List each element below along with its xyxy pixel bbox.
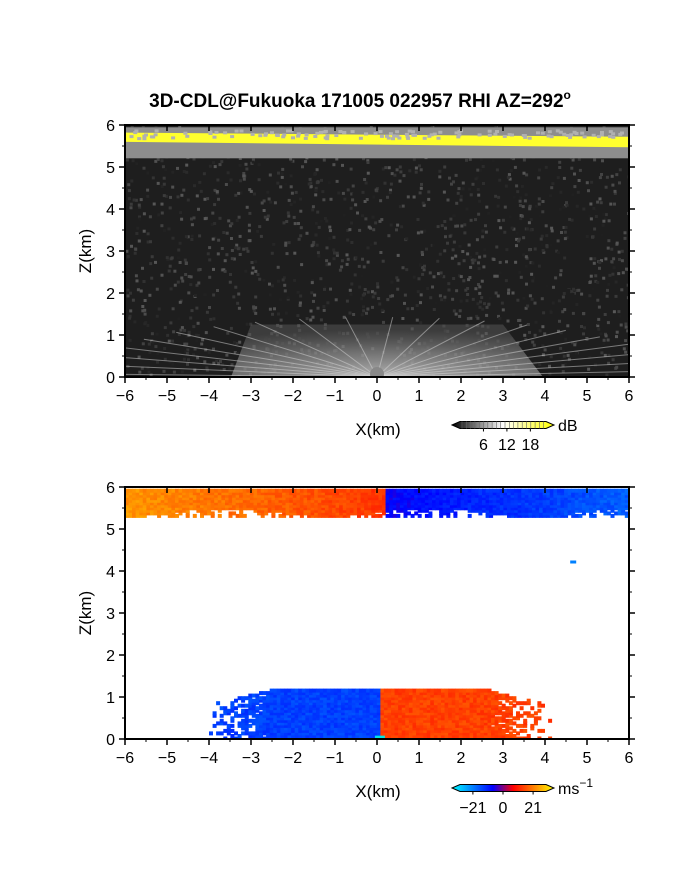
y-tick-label: 6 [106, 480, 115, 497]
x-tick-label: 5 [583, 388, 592, 405]
y-tick-label: 3 [106, 244, 115, 261]
x-tick-label: 6 [625, 750, 634, 767]
x-tick-label: −3 [242, 750, 260, 767]
y-tick-label: 0 [106, 732, 115, 749]
x-tick-label: −5 [158, 388, 176, 405]
y-tick-label: 5 [106, 522, 115, 539]
y-tick-label: 1 [106, 690, 115, 707]
y-tick-label: 1 [106, 328, 115, 345]
y-tick-label: 6 [106, 118, 115, 135]
boundary-layer [209, 688, 553, 739]
colorbar-tick-label: −21 [459, 800, 486, 817]
x-tick-label: −5 [158, 750, 176, 767]
cloud-layer [125, 488, 629, 518]
colorbar: 6 12 18 dB [450, 418, 578, 454]
y-tick-label: 4 [106, 564, 115, 581]
y-tick-label: 4 [106, 202, 115, 219]
x-tick-label: 4 [541, 388, 550, 405]
beam-rays [125, 316, 629, 377]
y-tick-label: 3 [106, 606, 115, 623]
y-tick-label: 5 [106, 160, 115, 177]
x-tick-label: −3 [242, 388, 260, 405]
x-tick-label: −6 [116, 388, 134, 405]
x-tick-label: 1 [415, 750, 424, 767]
x-tick-label: −2 [284, 388, 302, 405]
velocity-point [570, 560, 577, 564]
colorbar-tick-label: 18 [521, 437, 539, 454]
x-axis-label: X(km) [355, 420, 400, 439]
colorbar: −21 0 21 ms−1 [450, 776, 593, 817]
boundary-layer [231, 324, 543, 377]
x-tick-label: 3 [499, 750, 508, 767]
x-tick-label: −4 [200, 388, 218, 405]
colorbar-unit: ms−1 [558, 776, 593, 798]
x-tick-label: 4 [541, 750, 550, 767]
radar-site [370, 367, 384, 377]
x-tick-label: 3 [499, 388, 508, 405]
x-tick-label: −1 [326, 750, 344, 767]
colorbar-tick-label: 6 [479, 437, 488, 454]
x-tick-label: 2 [457, 750, 466, 767]
x-tick-label: 1 [415, 388, 424, 405]
y-tick-label: 0 [106, 370, 115, 387]
x-axis-label: X(km) [355, 782, 400, 801]
x-tick-label: 0 [373, 388, 382, 405]
y-tick-label: 2 [106, 648, 115, 665]
colorbar-tick-label: 21 [524, 800, 542, 817]
x-tick-label: −2 [284, 750, 302, 767]
y-axis-label: Z(km) [76, 229, 95, 273]
x-tick-label: 5 [583, 750, 592, 767]
colorbar-unit: dB [558, 418, 578, 435]
x-tick-label: 2 [457, 388, 466, 405]
colorbar-tick-label: 0 [499, 800, 508, 817]
y-tick-label: 2 [106, 286, 115, 303]
velocity-panel: −6 −5 −4 −3 −2 −1 0 1 2 3 4 5 6 0 1 2 3 4 5 6 X(km) Z(km) −21 0… [76, 480, 635, 817]
y-axis-label: Z(km) [76, 591, 95, 635]
x-tick-label: −1 [326, 388, 344, 405]
chart-title: 3D-CDL@Fukuoka 171005 022957 RHI AZ=292o [149, 88, 571, 112]
x-tick-label: 6 [625, 388, 634, 405]
colorbar-tick-label: 12 [498, 437, 516, 454]
x-tick-label: −4 [200, 750, 218, 767]
x-tick-label: −6 [116, 750, 134, 767]
x-tick-label: 0 [373, 750, 382, 767]
